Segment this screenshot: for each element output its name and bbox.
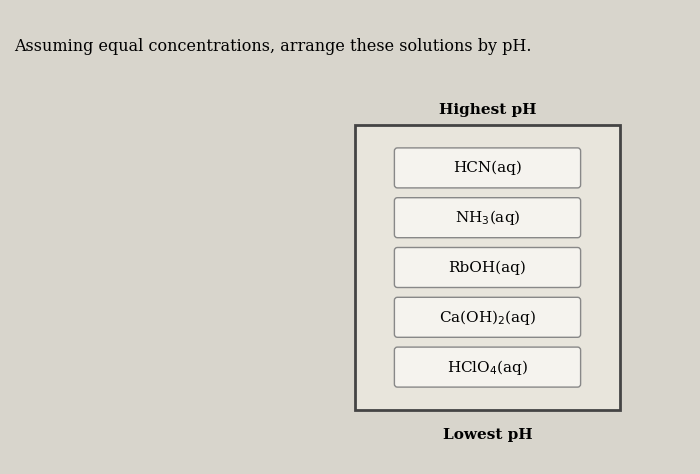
FancyBboxPatch shape: [394, 297, 580, 337]
FancyBboxPatch shape: [355, 125, 620, 410]
Text: Highest pH: Highest pH: [439, 103, 536, 117]
FancyBboxPatch shape: [394, 198, 580, 237]
FancyBboxPatch shape: [394, 148, 580, 188]
Text: Ca(OH)$_2$(aq): Ca(OH)$_2$(aq): [439, 308, 536, 327]
Text: HClO$_4$(aq): HClO$_4$(aq): [447, 357, 528, 377]
Text: NH$_3$(aq): NH$_3$(aq): [455, 208, 520, 227]
FancyBboxPatch shape: [394, 347, 580, 387]
FancyBboxPatch shape: [394, 247, 580, 288]
Text: RbOH(aq): RbOH(aq): [449, 260, 526, 275]
Text: Assuming equal concentrations, arrange these solutions by pH.: Assuming equal concentrations, arrange t…: [14, 38, 531, 55]
Text: Lowest pH: Lowest pH: [442, 428, 532, 442]
Text: HCN(aq): HCN(aq): [453, 161, 522, 175]
